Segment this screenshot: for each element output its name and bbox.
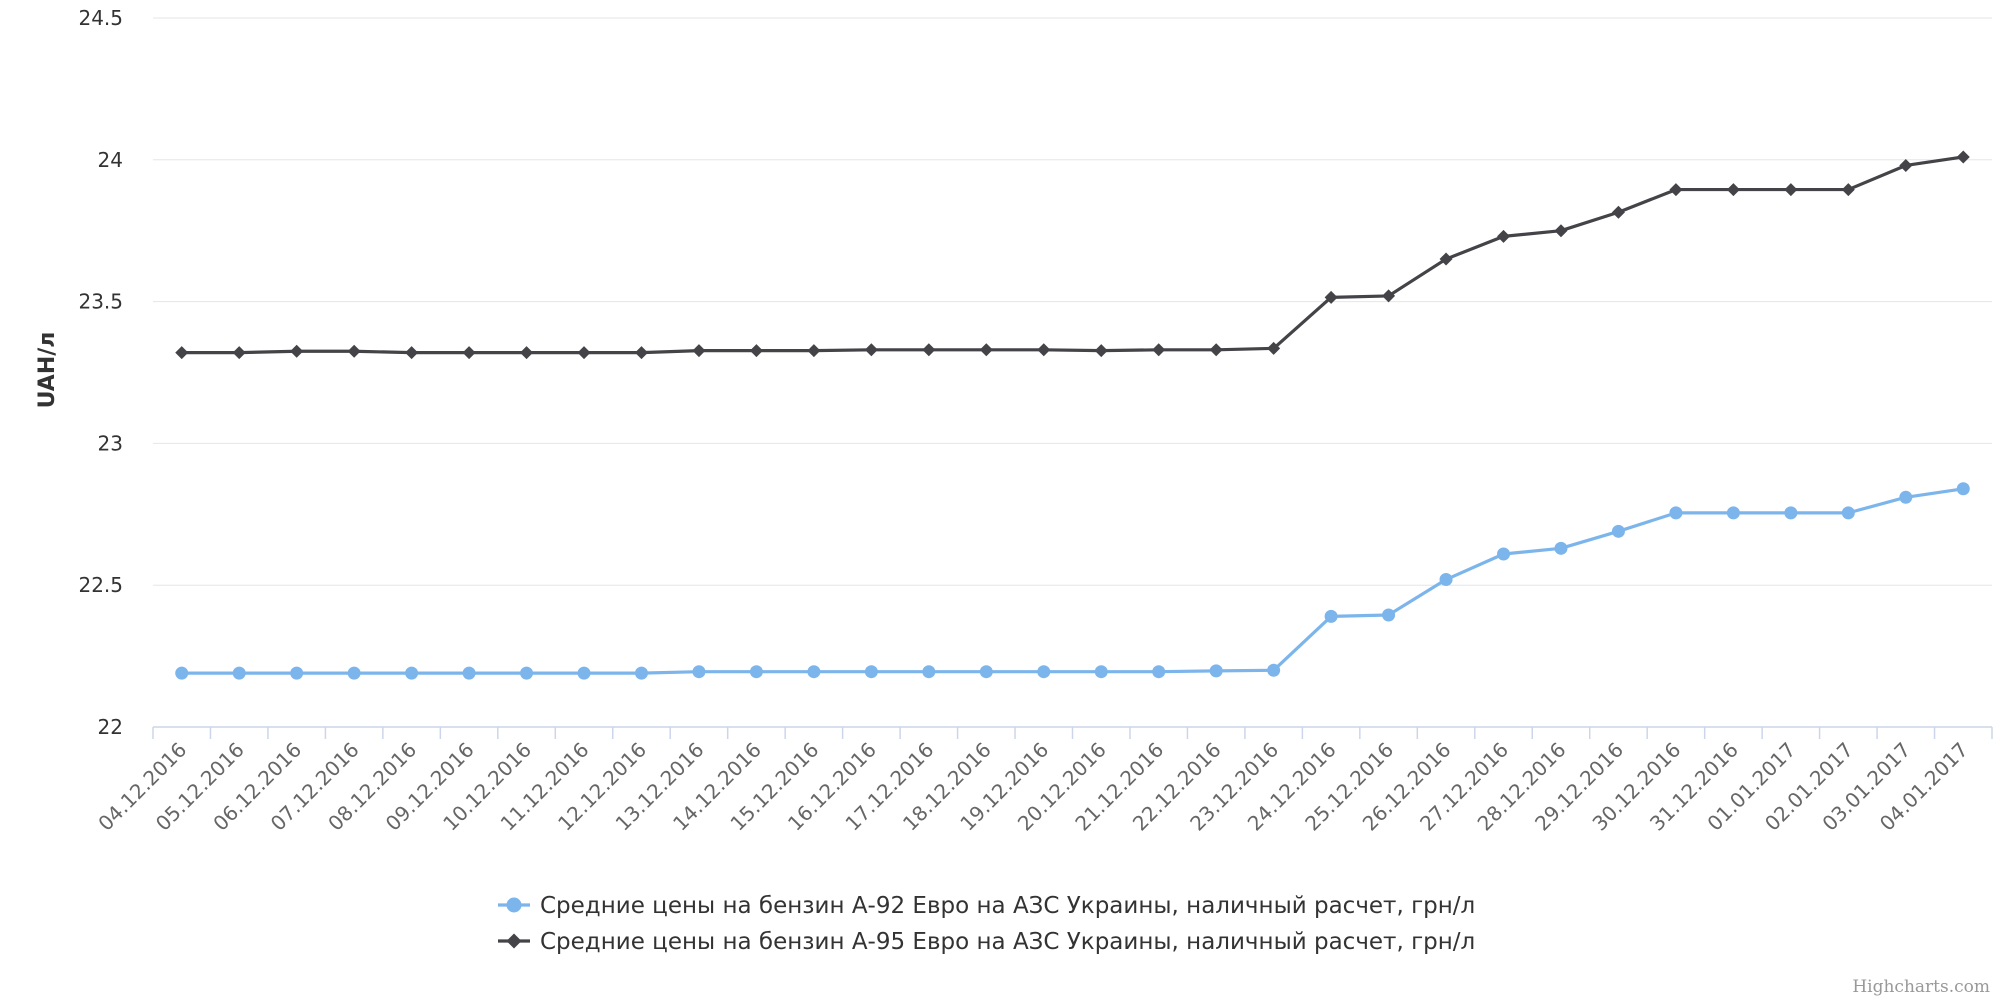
data-point (1267, 341, 1281, 355)
y-tick-label: 22.5 (78, 573, 123, 597)
y-axis-label: UAH/л (35, 332, 60, 409)
data-point (347, 344, 361, 358)
y-tick-label: 24.5 (78, 6, 123, 30)
data-point (1324, 290, 1338, 304)
data-point (462, 346, 476, 360)
data-point (1152, 343, 1166, 357)
legend-label: Средние цены на бензин А-92 Евро на АЗС … (540, 893, 1475, 919)
legend: Средние цены на бензин А-92 Евро на АЗС … (498, 893, 1475, 955)
data-point (577, 666, 591, 680)
data-point (1382, 608, 1396, 622)
data-point (634, 346, 648, 360)
data-point (692, 665, 706, 679)
data-point (1554, 224, 1568, 238)
data-point (692, 344, 706, 358)
data-point (864, 665, 878, 679)
data-point (1382, 289, 1396, 303)
data-point (1726, 506, 1740, 520)
data-point (1899, 490, 1913, 504)
y-axis: 22 22.5 23 23.5 24 24.5 (78, 6, 123, 739)
y-tick-label: 23 (98, 431, 123, 455)
legend-item-1[interactable]: Средние цены на бензин А-92 Евро на АЗС … (498, 893, 1475, 919)
data-point (290, 344, 304, 358)
legend-item-2[interactable]: Средние цены на бензин А-95 Евро на АЗС … (498, 929, 1475, 955)
data-point (577, 346, 591, 360)
data-point (462, 666, 476, 680)
data-point (1324, 609, 1338, 623)
data-point (1497, 547, 1511, 561)
y-tick-label: 22 (98, 715, 123, 739)
y-tick-label: 24 (98, 148, 123, 172)
data-point (520, 346, 534, 360)
data-point (1841, 183, 1855, 197)
data-point (520, 666, 534, 680)
legend-marker-diamond-icon (506, 933, 522, 949)
data-point (749, 665, 763, 679)
data-point (175, 346, 189, 360)
data-point (232, 346, 246, 360)
data-point (1209, 664, 1223, 678)
credits-link[interactable]: Highcharts.com (1852, 977, 1990, 997)
data-point (1726, 183, 1740, 197)
data-point (1037, 665, 1051, 679)
data-point (1669, 506, 1683, 520)
data-point (1841, 506, 1855, 520)
data-point (232, 666, 246, 680)
data-point (807, 344, 821, 358)
y-tick-label: 23.5 (78, 290, 123, 314)
series-group (175, 150, 1970, 680)
data-point (1267, 663, 1281, 677)
legend-label: Средние цены на бензин А-95 Евро на АЗС … (540, 929, 1475, 955)
data-point (922, 343, 936, 357)
data-point (405, 346, 419, 360)
data-point (1439, 573, 1453, 587)
data-point (1094, 665, 1108, 679)
data-point (1497, 229, 1511, 243)
data-point (922, 665, 936, 679)
grid (153, 17, 1992, 586)
data-point (979, 343, 993, 357)
data-point (1784, 506, 1798, 520)
x-axis: 04.12.201605.12.201606.12.201607.12.2016… (93, 726, 1993, 836)
data-point (749, 344, 763, 358)
data-point (347, 666, 361, 680)
data-point (1209, 343, 1223, 357)
data-point (1554, 541, 1568, 555)
data-point (634, 666, 648, 680)
data-point (1669, 183, 1683, 197)
data-point (1899, 158, 1913, 172)
data-point (979, 665, 993, 679)
data-point (1784, 183, 1798, 197)
data-point (1037, 343, 1051, 357)
data-point (1611, 205, 1625, 219)
data-point (864, 343, 878, 357)
legend-marker-circle-icon (506, 897, 522, 913)
data-point (1439, 252, 1453, 266)
data-point (1956, 482, 1970, 496)
data-point (1152, 665, 1166, 679)
data-point (807, 665, 821, 679)
series-line-1 (180, 487, 1965, 675)
data-point (405, 666, 419, 680)
series-line-2 (180, 155, 1965, 355)
data-point (1611, 524, 1625, 538)
data-point (1956, 150, 1970, 164)
data-point (1094, 344, 1108, 358)
data-point (175, 666, 189, 680)
data-point (290, 666, 304, 680)
